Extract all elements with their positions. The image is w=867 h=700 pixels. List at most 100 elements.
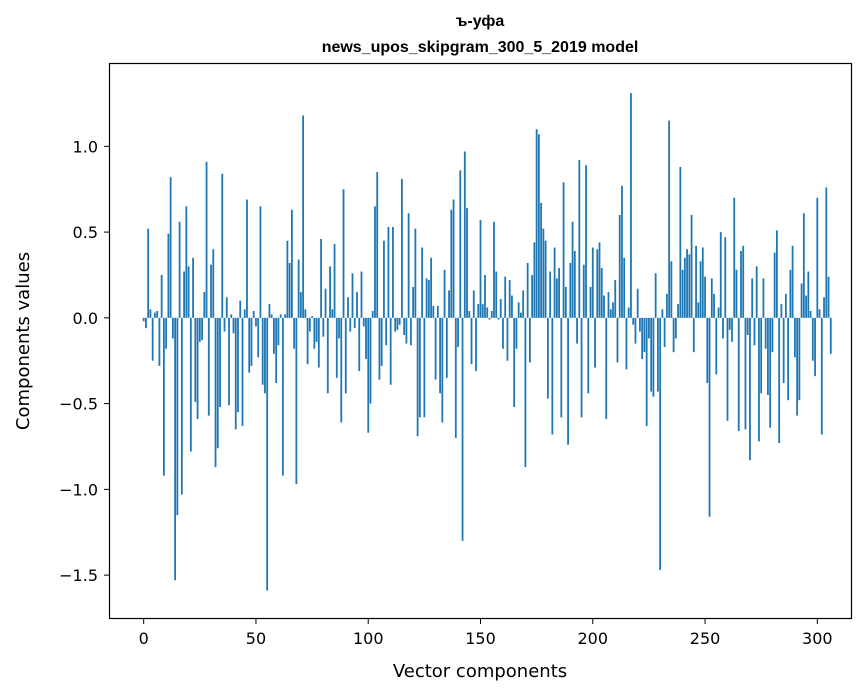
bar	[807, 271, 810, 318]
bar	[176, 317, 179, 516]
bar	[829, 317, 832, 354]
bar	[596, 249, 599, 318]
bar	[203, 292, 206, 318]
bar	[692, 317, 695, 353]
bar	[625, 317, 628, 370]
bar	[219, 317, 221, 408]
bar	[331, 309, 334, 318]
bar	[816, 197, 819, 318]
bar	[632, 317, 635, 325]
bar	[409, 317, 412, 346]
chart-subtitle: news_upos_skipgram_300_5_2019 model	[322, 39, 639, 56]
bar	[809, 310, 812, 318]
bar	[394, 317, 397, 332]
bar	[558, 268, 560, 318]
bar	[196, 317, 199, 420]
bar	[488, 317, 491, 320]
bar	[648, 317, 650, 339]
bar	[567, 317, 569, 445]
bar	[769, 317, 772, 428]
bar	[349, 317, 352, 332]
bar	[607, 292, 610, 318]
bar	[468, 310, 471, 318]
bar	[145, 317, 147, 329]
bar	[798, 317, 801, 401]
bar	[225, 297, 228, 318]
bar	[580, 317, 583, 418]
bar	[454, 317, 457, 438]
bar	[652, 317, 655, 397]
bar	[315, 317, 318, 342]
bar	[481, 304, 484, 318]
bar	[268, 304, 271, 318]
bar	[827, 276, 830, 318]
bar	[167, 233, 170, 318]
bar	[313, 317, 316, 349]
bar	[499, 298, 502, 318]
bar	[546, 317, 549, 399]
bar	[443, 269, 446, 318]
bar	[239, 300, 242, 318]
bar	[158, 317, 161, 366]
bar	[472, 290, 475, 318]
bar	[681, 269, 684, 318]
bar	[398, 317, 401, 325]
bar	[764, 317, 767, 349]
bar	[270, 314, 273, 318]
bar	[324, 288, 327, 318]
bar	[753, 317, 756, 346]
bar	[201, 317, 203, 341]
bar	[232, 317, 235, 334]
bar	[243, 309, 246, 318]
bar	[169, 177, 172, 318]
bar	[335, 317, 338, 378]
bar	[252, 310, 255, 318]
bar	[553, 247, 556, 318]
bar	[710, 278, 713, 318]
bar	[255, 317, 257, 327]
bar	[284, 314, 287, 318]
bar	[641, 317, 644, 360]
bar	[342, 189, 345, 318]
bar	[600, 268, 603, 318]
bar	[142, 317, 145, 322]
bar	[740, 250, 742, 318]
bar	[329, 266, 331, 318]
bar	[535, 129, 538, 318]
bar	[508, 280, 511, 318]
bar	[378, 317, 381, 380]
bar	[576, 317, 578, 344]
bar	[755, 266, 758, 318]
bar	[805, 295, 807, 318]
bar	[540, 202, 543, 318]
bar	[165, 317, 168, 349]
bar	[237, 317, 239, 413]
bar	[639, 317, 641, 332]
bar	[504, 276, 507, 318]
bar	[275, 317, 278, 384]
bar	[171, 317, 174, 339]
bar	[560, 317, 563, 418]
y-tick-label: −1.5	[59, 566, 98, 585]
bar	[820, 317, 823, 435]
bar	[634, 317, 637, 344]
x-tick-label: 0	[139, 629, 149, 648]
bar	[544, 240, 547, 318]
bar	[277, 317, 280, 346]
bar	[823, 297, 825, 318]
bar	[776, 230, 778, 318]
bar	[672, 317, 675, 353]
bar	[365, 317, 367, 360]
bar	[814, 317, 816, 377]
bar	[340, 317, 343, 423]
bar	[322, 317, 325, 337]
bar	[533, 242, 536, 318]
bar	[385, 317, 388, 346]
bar	[290, 209, 293, 318]
bar	[778, 317, 781, 444]
bar	[665, 293, 668, 318]
bar	[614, 280, 617, 318]
bar	[791, 245, 794, 318]
bar	[683, 257, 686, 318]
bar	[591, 247, 594, 318]
